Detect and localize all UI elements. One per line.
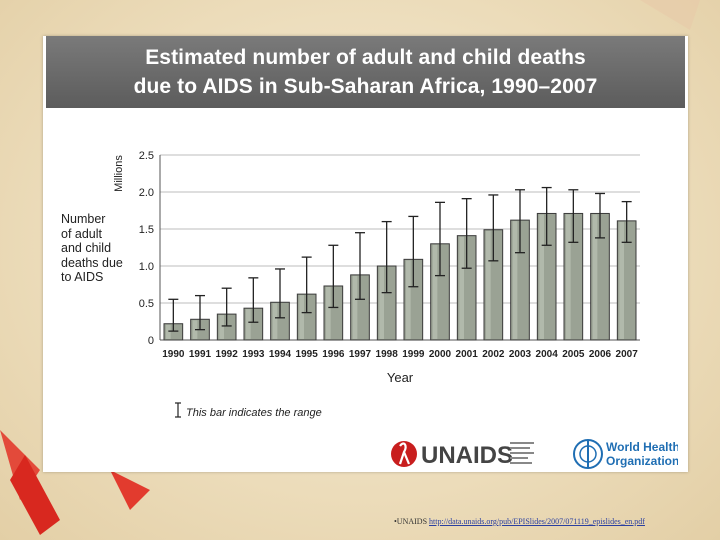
x-tick-label: 1990 [162,349,185,360]
legend-text: This bar indicates the range [186,407,322,419]
x-axis-title: Year [387,370,414,385]
bar-highlight [619,221,624,339]
footnote-prefix: •UNAIDS [394,517,428,526]
y-side-label-line: to AIDS [61,270,104,284]
title-bar: Estimated number of adult and child deat… [46,36,685,108]
y-side-label-line: deaths due [61,255,123,270]
bar-highlight [352,275,358,339]
y-tick-label: 1.5 [139,224,154,236]
bar-highlight [299,295,304,339]
source-footnote: •UNAIDS http://data.unaids.org/pub/EPISl… [394,517,645,526]
x-tick-label: 1994 [269,349,292,360]
x-tick-label: 2006 [589,349,612,360]
x-tick-label: 2002 [482,349,505,360]
x-tick-label: 1998 [376,349,399,360]
x-tick-label: 2004 [536,349,559,360]
bar-highlight [566,214,571,339]
y-tick-label: 0 [148,335,154,347]
x-tick-label: 2005 [562,349,585,360]
who-logo-text-line-2: Organization [606,454,678,468]
bar-highlight [379,267,384,339]
bar-highlight [512,221,518,339]
y-side-label-line: of adult [61,226,103,241]
who-logo: World Health Organization [573,439,678,469]
x-tick-label: 2000 [429,349,452,360]
bar-highlight [406,260,411,339]
x-tick-label: 2007 [616,349,639,360]
x-tick-label: 1995 [296,349,319,360]
bar-highlight [539,214,544,339]
bar-chart: 0 0.5 1.0 1.5 2.0 2.5 Millions 1990 1991 1992 1993… [113,150,640,385]
x-tick-label: 1997 [349,349,372,360]
y-tick-label: 0.5 [139,298,154,310]
unaids-logo: UNAIDS [391,441,534,469]
y-side-label-line: and child [61,241,112,255]
x-tick-label: 1991 [189,349,212,360]
y-side-label: Number of adult and child deaths due to … [61,212,153,285]
y-tick-label: 2.5 [139,150,154,162]
bar-highlight [486,230,491,339]
range-bar-legend-icon [175,402,181,418]
bar-highlight [219,315,224,339]
x-tick-label: 1993 [242,349,265,360]
x-tick-label: 1992 [216,349,239,360]
bar-highlight [246,309,251,339]
footnote-link[interactable]: http://data.unaids.org/pub/EPISlides/200… [429,517,645,526]
bar-highlight [459,236,464,339]
bar-highlight [592,214,598,339]
x-tick-label: 1999 [402,349,425,360]
y-axis-title: Millions [113,155,125,192]
chart-title-line-2: due to AIDS in Sub-Saharan Africa, 1990–… [133,75,598,98]
bar-highlight [432,244,438,339]
y-tick-label: 1.0 [139,261,154,273]
bar-highlight [326,286,331,339]
chart-title-line-1: Estimated number of adult and child deat… [145,46,586,69]
bar-highlight [272,303,278,339]
slide-panel: Estimated number of adult and child deat… [43,36,688,472]
bar-highlight [166,324,171,339]
x-tick-label: 1996 [322,349,345,360]
unaids-logo-text: UNAIDS [421,442,513,469]
x-tick-label: 2003 [509,349,532,360]
y-tick-label: 2.0 [139,187,154,199]
who-logo-text-line-1: World Health [606,440,678,454]
logos: UNAIDS World Health Organization [391,439,678,469]
y-side-label-line: Number [61,212,106,226]
x-tick-label: 2001 [456,349,479,360]
